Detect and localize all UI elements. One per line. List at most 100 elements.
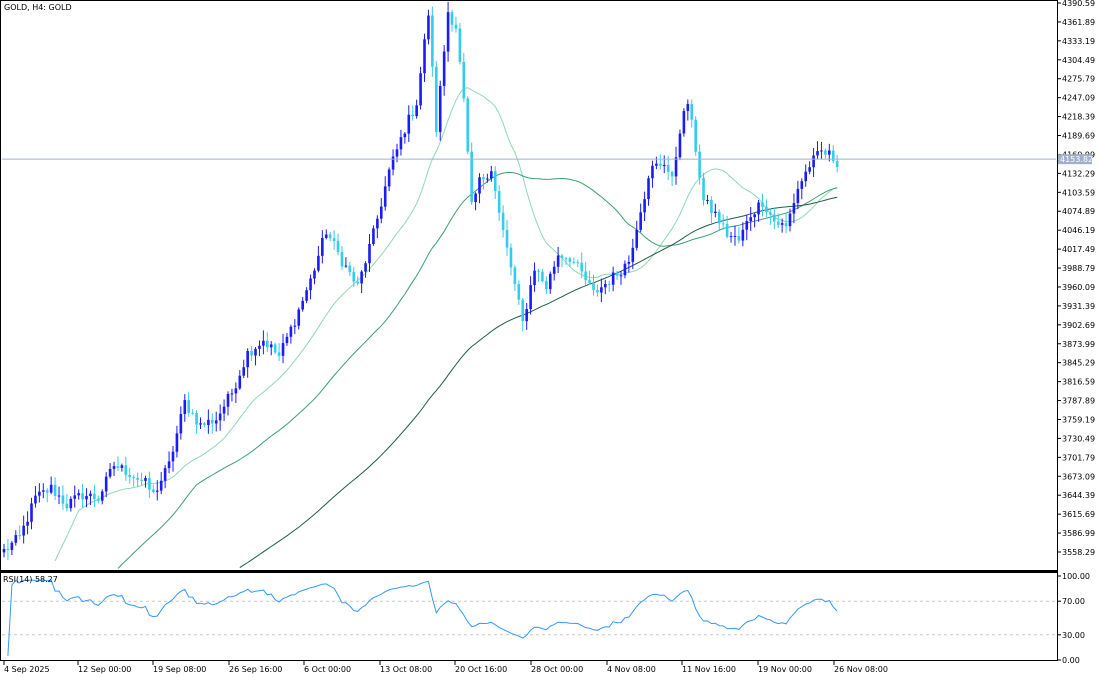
candle <box>580 252 584 279</box>
price-tick-label: 3615.69 <box>1062 510 1095 519</box>
candle-body <box>513 267 517 285</box>
candle-body <box>112 466 116 469</box>
candle <box>309 274 312 300</box>
candle-body <box>438 85 442 132</box>
candle-body <box>77 493 80 496</box>
candle-body <box>155 490 159 492</box>
candle <box>191 409 194 415</box>
candle-body <box>344 265 348 267</box>
candle-body <box>662 165 666 167</box>
price-tick-label: 4304.49 <box>1062 56 1095 65</box>
candle <box>203 421 206 428</box>
candle-body <box>552 266 556 274</box>
candle <box>548 271 552 294</box>
candle-body <box>273 344 277 353</box>
candle <box>65 494 69 512</box>
candle <box>372 225 375 246</box>
candle-body <box>218 413 222 421</box>
candle <box>42 483 45 499</box>
candle <box>230 388 234 402</box>
candle-body <box>666 165 670 172</box>
candle-body <box>501 212 505 230</box>
candle-body <box>820 150 823 152</box>
candle <box>152 484 155 494</box>
time-axis: 4 Sep 2025 12 Sep 00:00 19 Sep 08:00 26 Sep… <box>3 661 888 674</box>
price-tick-label: 4218.39 <box>1062 113 1095 122</box>
price-tick-label: 4189.69 <box>1062 132 1095 141</box>
candle <box>655 156 658 170</box>
candle-body <box>65 503 69 509</box>
candle <box>49 476 53 495</box>
candle-body <box>521 299 525 322</box>
candle <box>694 116 697 156</box>
candle-body <box>576 262 580 264</box>
candle <box>454 16 458 33</box>
candle <box>761 193 764 217</box>
candle <box>332 230 336 250</box>
price-tick-label: 4074.89 <box>1062 207 1095 216</box>
candle <box>435 60 438 137</box>
candle-body <box>254 348 257 356</box>
candle <box>442 45 446 96</box>
price-tick-label: 3845.29 <box>1062 359 1095 368</box>
candle <box>521 298 525 332</box>
candle-body <box>297 309 301 326</box>
candle <box>10 541 14 556</box>
candle <box>560 254 564 268</box>
candle-body <box>379 206 383 219</box>
candle-body <box>497 191 501 213</box>
candle-body <box>214 420 218 424</box>
candle <box>482 173 485 190</box>
price-tick-label: 4390.59 <box>1062 0 1095 8</box>
candle <box>525 302 528 330</box>
candle-body <box>53 484 57 496</box>
candle <box>682 108 686 137</box>
candle <box>749 206 752 231</box>
candle <box>666 155 670 181</box>
candle <box>556 246 560 274</box>
candle-body <box>741 229 745 241</box>
candle-body <box>368 243 371 264</box>
candle-body <box>772 214 776 222</box>
candle-body <box>395 149 399 157</box>
candle-body <box>627 261 631 264</box>
candle <box>124 456 128 481</box>
candle <box>828 143 831 162</box>
time-tick-label: 19 Nov 00:00 <box>758 665 812 674</box>
candle-body <box>85 495 88 500</box>
candle <box>607 280 611 292</box>
candle <box>757 200 760 222</box>
candle <box>631 238 635 270</box>
candle <box>77 489 80 500</box>
candle-body <box>603 283 607 288</box>
candle-body <box>22 525 25 536</box>
candle <box>670 170 674 186</box>
candle-body <box>482 177 485 180</box>
candle-body <box>635 229 639 248</box>
price-tick-label: 3673.09 <box>1062 472 1095 481</box>
candle-body <box>89 493 92 496</box>
candle <box>552 261 556 281</box>
candle-body <box>835 161 839 168</box>
candle <box>462 52 466 103</box>
candle-body <box>509 247 513 268</box>
candle <box>285 333 289 346</box>
candle-body <box>611 272 615 285</box>
candle <box>81 483 84 508</box>
price-tick-label: 4046.19 <box>1062 226 1095 235</box>
candle <box>376 215 379 239</box>
candle-body <box>179 414 183 434</box>
candle <box>313 268 316 285</box>
candle <box>497 185 501 221</box>
candle <box>588 270 591 286</box>
moving-average-line <box>239 196 838 569</box>
candle-body <box>222 406 226 414</box>
candle-body <box>191 412 194 414</box>
price-tick-label: 3787.89 <box>1062 397 1095 406</box>
candle-body <box>108 468 112 477</box>
candle-body <box>596 290 599 293</box>
candle <box>659 154 662 170</box>
candle <box>379 198 383 224</box>
candle-body <box>352 272 356 282</box>
